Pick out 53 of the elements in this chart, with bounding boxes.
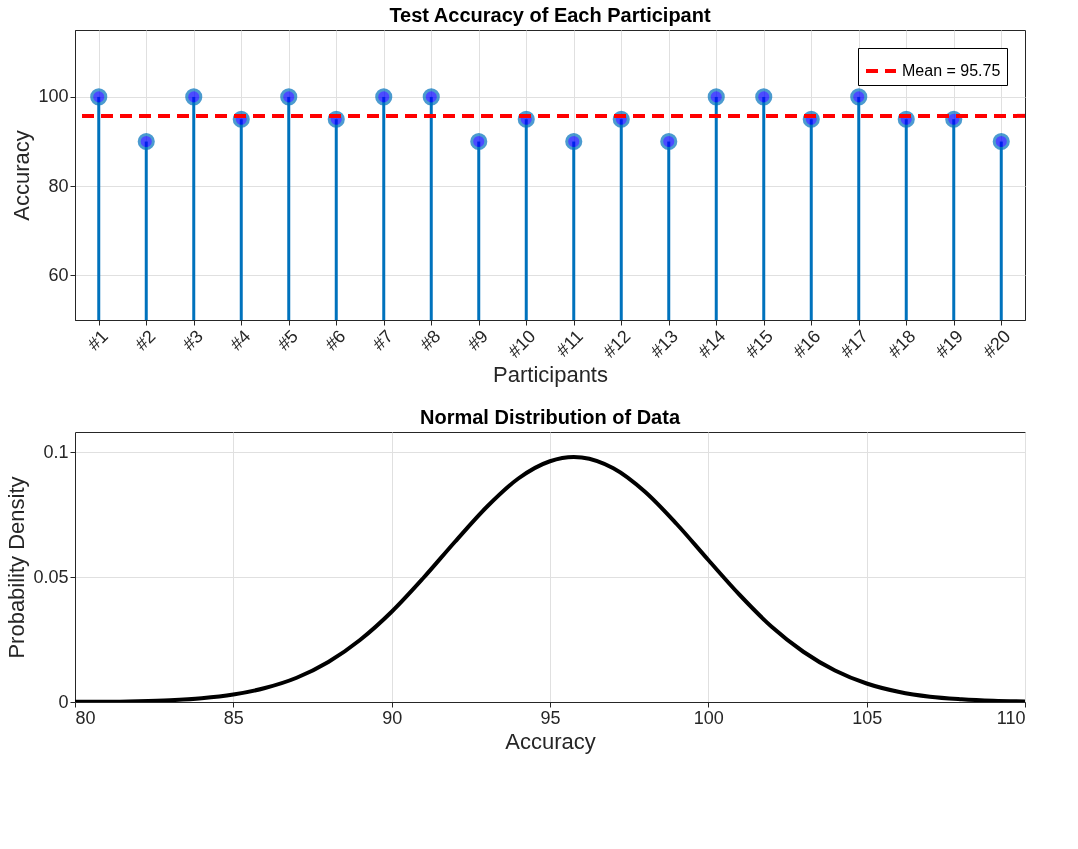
x-tick-label: #1 — [83, 326, 112, 355]
y-tick-label: 80 — [48, 175, 69, 196]
x-tick-label: #9 — [463, 326, 492, 355]
x-tick-label: 105 — [852, 707, 883, 728]
x-tick-label: #13 — [646, 326, 682, 362]
x-axis-title: Accuracy — [505, 728, 596, 754]
chart-title: Test Accuracy of Each Participant — [389, 4, 711, 26]
point — [755, 88, 773, 106]
x-tick-label: #8 — [416, 326, 445, 355]
x-tick-label: #6 — [321, 326, 350, 355]
x-tick-label: #11 — [552, 326, 587, 361]
y-tick-label: 0.1 — [43, 441, 69, 462]
x-tick-label: #17 — [836, 326, 872, 362]
x-tick-label: #14 — [694, 326, 730, 362]
x-tick-label: #7 — [368, 326, 397, 355]
x-tick-label: 110 — [996, 707, 1026, 728]
point — [565, 132, 583, 151]
x-tick-label: #10 — [504, 326, 540, 362]
point — [660, 132, 678, 151]
x-tick-label: 90 — [382, 707, 403, 728]
x-tick-label: #4 — [226, 326, 255, 355]
x-tick-label: #15 — [741, 326, 777, 362]
point — [992, 132, 1010, 151]
y-tick-label: 100 — [38, 86, 69, 107]
point — [707, 88, 725, 106]
x-tick-label: 85 — [223, 707, 244, 728]
point — [422, 88, 440, 106]
point — [137, 132, 155, 151]
point — [185, 88, 203, 106]
chart-title: Normal Distribution of Data — [419, 406, 681, 428]
legend-label: Mean = 95.75 — [902, 62, 1001, 79]
x-axis-title: Participants — [493, 362, 608, 388]
x-tick-label: 100 — [693, 707, 724, 728]
y-axis-title: Probability Density — [4, 476, 30, 659]
y-axis-title: Accuracy — [9, 130, 35, 221]
x-tick-label: #19 — [931, 326, 967, 362]
point — [90, 88, 108, 106]
x-tick-label: #16 — [789, 326, 825, 362]
x-tick-label: #5 — [273, 326, 302, 355]
x-tick-label: #3 — [178, 326, 207, 355]
point — [850, 88, 868, 106]
point — [280, 88, 298, 106]
x-tick-label: #18 — [884, 326, 920, 362]
x-tick-label: 95 — [540, 707, 561, 728]
x-tick-label: 80 — [75, 707, 96, 728]
y-tick-label: 60 — [48, 264, 69, 285]
x-tick-label: #20 — [979, 326, 1015, 362]
y-tick-label: 0.05 — [33, 566, 69, 587]
x-tick-label: #12 — [599, 326, 635, 362]
x-tick-label: #2 — [131, 326, 160, 355]
point — [470, 132, 488, 151]
y-tick-label: 0 — [58, 691, 69, 712]
point — [375, 88, 393, 106]
